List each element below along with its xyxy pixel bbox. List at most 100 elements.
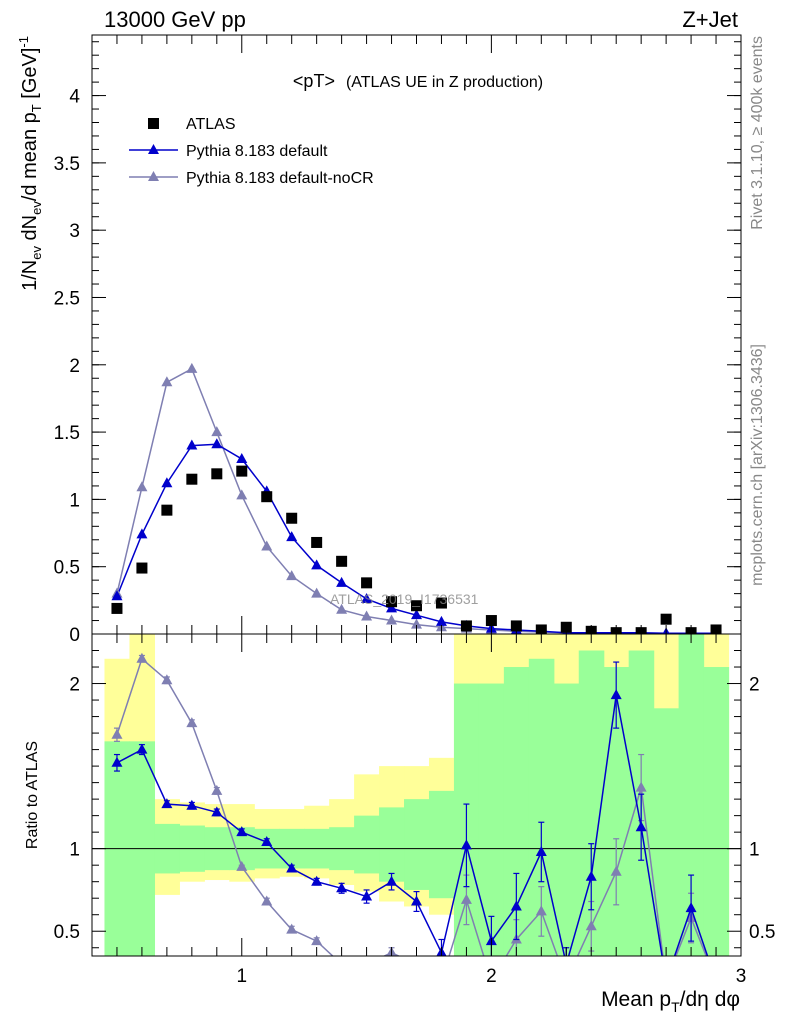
analysis-watermark: ATLAS_2019_I1736531 xyxy=(330,591,479,607)
y-tick-label: 2 xyxy=(69,356,80,377)
ratio-point-nocr xyxy=(136,652,148,663)
ratio-point-nocr xyxy=(411,958,422,968)
ratio-point-default xyxy=(610,689,622,700)
main-plot-title: <pT> (ATLAS UE in Z production) xyxy=(293,71,543,91)
legend-label-nocr: Pythia 8.183 default-noCR xyxy=(186,170,374,187)
ratio-point-nocr xyxy=(610,865,622,876)
point-default xyxy=(336,576,348,587)
point-default xyxy=(311,559,323,570)
point-nocr xyxy=(136,481,148,492)
ratio-point-nocr xyxy=(361,958,372,968)
y-tick-label: 1 xyxy=(69,490,80,511)
ratio-point-default xyxy=(261,836,273,847)
x-axis-label: Mean pT/dη dφ xyxy=(601,988,740,1015)
point-atlas xyxy=(186,473,198,485)
ratio-point-default xyxy=(136,743,148,754)
band-inner-bin xyxy=(428,790,455,899)
ratio-point-default xyxy=(286,862,298,873)
point-nocr xyxy=(286,570,298,581)
band-inner-bin xyxy=(478,683,505,956)
ratio-y-tick-label: 2 xyxy=(69,675,80,696)
y-tick-label: 3 xyxy=(69,221,80,242)
ratio-point-default xyxy=(585,870,597,881)
ratio-y-tick-label-right: 1 xyxy=(749,840,760,861)
ratio-point-default xyxy=(411,895,422,906)
ratio-point-nocr xyxy=(211,784,223,795)
title-sub: (ATLAS UE in Z production) xyxy=(346,74,543,91)
ratio-point-default xyxy=(661,975,672,985)
band-inner-bin xyxy=(703,667,730,956)
ratio-y-tick-label-right: 2 xyxy=(749,675,760,696)
header-process-label: Z+Jet xyxy=(682,7,738,32)
point-nocr xyxy=(211,426,223,437)
header-energy-label: 13000 GeV pp xyxy=(104,7,246,32)
point-default xyxy=(386,602,398,613)
point-atlas xyxy=(261,491,273,503)
point-atlas xyxy=(361,577,373,589)
y-tick-label: 4 xyxy=(69,87,80,108)
ratio-point-nocr xyxy=(161,674,173,685)
point-atlas xyxy=(411,600,422,612)
point-atlas xyxy=(311,536,323,548)
point-nocr xyxy=(236,489,248,500)
point-atlas xyxy=(386,596,398,608)
ratio-point-nocr xyxy=(561,975,572,985)
band-inner-bin xyxy=(404,799,430,890)
point-default xyxy=(161,477,173,488)
point-default xyxy=(111,590,123,601)
y-tick-label: 2.5 xyxy=(54,288,80,309)
ratio-point-nocr xyxy=(311,935,323,946)
legend-label-default: Pythia 8.183 default xyxy=(186,143,328,160)
ratio-point-nocr xyxy=(460,893,472,904)
ratio-point-nocr xyxy=(111,728,123,739)
ratio-point-nocr xyxy=(535,905,547,916)
point-default xyxy=(361,593,373,604)
ratio-point-default xyxy=(561,958,572,968)
ratio-y-tick-label: 0.5 xyxy=(54,922,80,943)
legend-label-atlas: ATLAS xyxy=(186,116,236,133)
x-tick-label: 3 xyxy=(736,966,747,987)
ratio-point-default xyxy=(386,875,398,886)
band-inner-bin xyxy=(379,807,405,882)
legend-marker-atlas xyxy=(148,118,159,129)
ratio-y-tick-label: 1 xyxy=(69,840,80,861)
point-default xyxy=(411,609,422,620)
ratio-point-nocr xyxy=(186,717,198,728)
point-nocr xyxy=(261,540,273,551)
ratio-point-default xyxy=(186,799,198,810)
side-mcplots-label: mcplots.cern.ch [arXiv:1306.3436] xyxy=(749,344,766,586)
x-tick-label: 2 xyxy=(486,966,497,987)
point-atlas xyxy=(111,602,123,614)
point-nocr xyxy=(361,610,373,621)
point-atlas xyxy=(236,465,248,477)
ratio-point-nocr xyxy=(585,920,597,931)
ratio-point-default xyxy=(711,975,722,985)
point-nocr xyxy=(311,587,323,598)
point-default xyxy=(236,453,248,464)
point-nocr xyxy=(386,614,398,625)
ratio-point-default xyxy=(635,821,647,832)
ratio-point-nocr xyxy=(711,975,722,985)
y-tick-label: 3.5 xyxy=(54,154,80,175)
ratio-point-nocr xyxy=(261,895,273,906)
ratio-plot-panel: 0.5 0.5 1 1 2 2 1 2 3 Ratio to ATLAS Mean pT/dη … xyxy=(24,633,775,1015)
point-default xyxy=(186,439,198,450)
point-default xyxy=(435,615,447,626)
point-default xyxy=(286,531,298,542)
ratio-point-default xyxy=(460,839,472,850)
ratio-point-nocr xyxy=(635,781,647,792)
point-nocr xyxy=(161,376,173,387)
point-nocr xyxy=(186,362,198,373)
ratio-point-default xyxy=(685,902,697,913)
ratio-point-default xyxy=(361,890,373,901)
point-nocr xyxy=(411,618,422,629)
point-atlas xyxy=(435,597,447,609)
y-tick-label: 1.5 xyxy=(54,423,80,444)
legend: ATLAS Pythia 8.183 default Pythia 8.183 … xyxy=(129,116,374,187)
ratio-point-default xyxy=(311,875,323,886)
y-tick-label: 0 xyxy=(69,625,80,646)
point-atlas xyxy=(336,555,348,567)
band-inner-bin xyxy=(553,683,580,956)
ratio-y-axis-label: Ratio to ATLAS xyxy=(24,741,41,849)
